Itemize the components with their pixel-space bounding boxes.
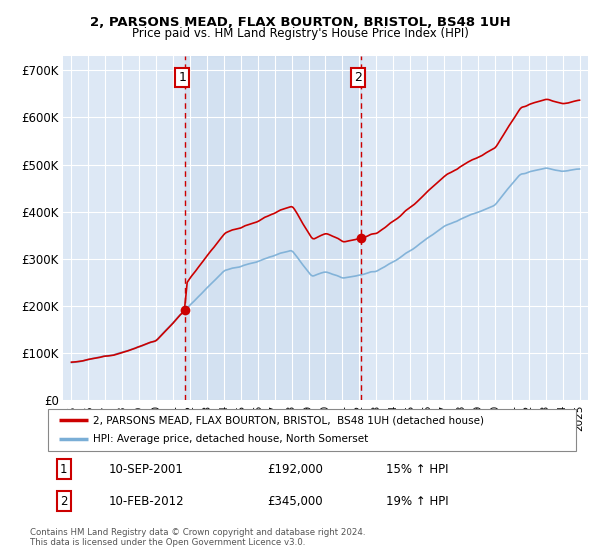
Text: HPI: Average price, detached house, North Somerset: HPI: Average price, detached house, Nort… [93,435,368,445]
Text: 19% ↑ HPI: 19% ↑ HPI [386,494,449,508]
Text: 1: 1 [178,71,186,84]
Text: 10-FEB-2012: 10-FEB-2012 [109,494,184,508]
Text: 2, PARSONS MEAD, FLAX BOURTON, BRISTOL, BS48 1UH: 2, PARSONS MEAD, FLAX BOURTON, BRISTOL, … [89,16,511,29]
Text: 2: 2 [354,71,362,84]
Text: Price paid vs. HM Land Registry's House Price Index (HPI): Price paid vs. HM Land Registry's House … [131,27,469,40]
Text: 1: 1 [60,463,68,475]
Text: 2: 2 [60,494,68,508]
Text: Contains HM Land Registry data © Crown copyright and database right 2024.
This d: Contains HM Land Registry data © Crown c… [30,528,365,547]
FancyBboxPatch shape [48,409,576,451]
Text: 10-SEP-2001: 10-SEP-2001 [109,463,184,475]
Text: £192,000: £192,000 [267,463,323,475]
Text: 15% ↑ HPI: 15% ↑ HPI [386,463,448,475]
Text: £345,000: £345,000 [267,494,323,508]
Text: 2, PARSONS MEAD, FLAX BOURTON, BRISTOL,  BS48 1UH (detached house): 2, PARSONS MEAD, FLAX BOURTON, BRISTOL, … [93,415,484,425]
Bar [185,56,361,400]
